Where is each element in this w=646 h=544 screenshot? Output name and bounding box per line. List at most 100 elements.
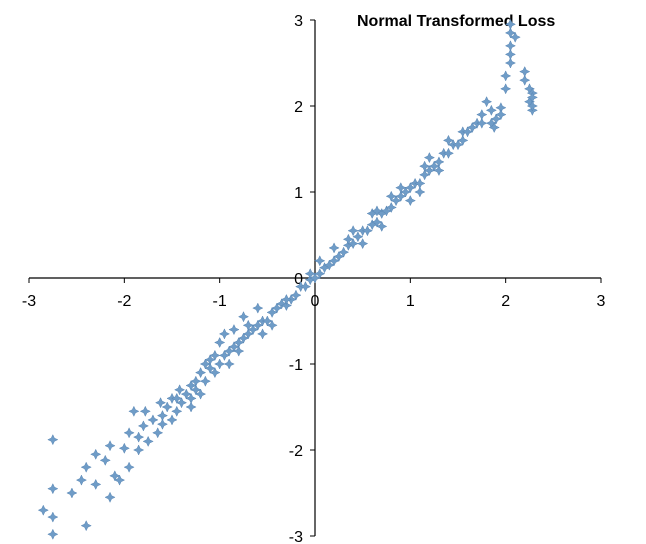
chart-title: Normal Transformed Loss	[357, 13, 555, 30]
data-point	[504, 40, 517, 52]
data-point	[161, 401, 173, 413]
data-point	[242, 319, 254, 331]
y-tick-label: -3	[289, 529, 303, 544]
x-tick-label: -3	[22, 293, 36, 310]
data-point	[385, 201, 397, 214]
data-point	[80, 461, 92, 473]
data-point	[504, 57, 517, 69]
data-point	[228, 324, 240, 336]
data-point	[352, 231, 364, 243]
data-point	[481, 96, 493, 108]
data-point	[218, 328, 231, 340]
data-point	[395, 182, 407, 194]
data-point	[156, 418, 169, 430]
data-point	[175, 397, 188, 409]
data-point	[347, 225, 359, 237]
data-point	[128, 405, 140, 417]
data-point	[80, 520, 92, 532]
x-tick-label: 2	[501, 293, 510, 310]
data-point	[271, 302, 283, 314]
data-point	[90, 448, 102, 460]
data-point	[66, 487, 78, 499]
data-point	[174, 384, 186, 396]
data-point	[504, 48, 517, 60]
data-point	[423, 164, 435, 177]
data-point	[233, 345, 245, 357]
data-point	[90, 478, 102, 490]
data-point	[180, 388, 192, 400]
data-point	[195, 367, 207, 379]
data-point	[390, 195, 402, 207]
data-point	[133, 444, 145, 456]
data-point	[395, 190, 407, 202]
data-point	[47, 511, 59, 523]
x-tick-label: -2	[117, 293, 131, 310]
data-point	[154, 397, 167, 409]
data-point	[256, 328, 269, 340]
data-point	[380, 205, 393, 217]
data-point	[209, 349, 221, 361]
data-point	[99, 454, 111, 466]
data-point	[199, 358, 211, 370]
data-point	[476, 117, 488, 129]
data-point	[142, 435, 154, 447]
data-point	[299, 281, 312, 293]
y-tick-label: 3	[294, 13, 303, 30]
data-point	[519, 66, 531, 78]
data-point	[314, 255, 326, 267]
data-point	[328, 255, 340, 267]
data-point	[261, 315, 273, 327]
data-point	[476, 109, 488, 121]
data-point	[152, 427, 164, 439]
data-point	[371, 216, 383, 228]
data-point	[385, 190, 397, 202]
data-point	[47, 434, 59, 446]
data-point	[133, 431, 145, 443]
data-point	[500, 70, 512, 82]
data-point	[252, 302, 264, 314]
data-point	[228, 341, 240, 353]
data-point	[442, 134, 455, 146]
data-point	[223, 358, 235, 370]
data-point	[488, 121, 500, 134]
data-point	[214, 336, 226, 349]
data-point	[500, 83, 512, 95]
data-point	[466, 121, 478, 134]
data-point	[280, 299, 292, 312]
data-point	[199, 375, 211, 387]
data-point	[338, 246, 350, 258]
data-point	[433, 164, 445, 177]
x-tick-label: 1	[406, 293, 415, 310]
data-points	[37, 18, 538, 540]
data-point	[185, 401, 197, 413]
data-point	[504, 27, 517, 39]
data-point	[314, 268, 326, 280]
data-point	[75, 474, 88, 486]
data-point	[185, 379, 197, 392]
data-point	[252, 319, 264, 331]
data-point	[290, 289, 302, 301]
data-point	[47, 528, 59, 540]
data-point	[323, 259, 335, 271]
data-point	[519, 74, 531, 86]
data-point	[419, 169, 431, 181]
data-point	[309, 272, 321, 284]
data-point	[171, 392, 183, 404]
data-point	[457, 134, 469, 146]
data-point	[237, 311, 250, 323]
data-point	[237, 332, 250, 344]
x-tick-label: 3	[597, 293, 606, 310]
y-tick-label: -1	[289, 357, 303, 374]
data-point	[485, 104, 497, 116]
data-point	[399, 186, 412, 198]
data-point	[166, 414, 178, 426]
x-tick-label: 0	[311, 293, 320, 310]
data-point	[404, 182, 416, 194]
data-point	[419, 160, 431, 172]
data-point	[209, 367, 221, 379]
data-point	[490, 113, 502, 125]
data-point	[171, 405, 183, 417]
data-point	[214, 358, 226, 370]
data-point	[123, 461, 135, 473]
